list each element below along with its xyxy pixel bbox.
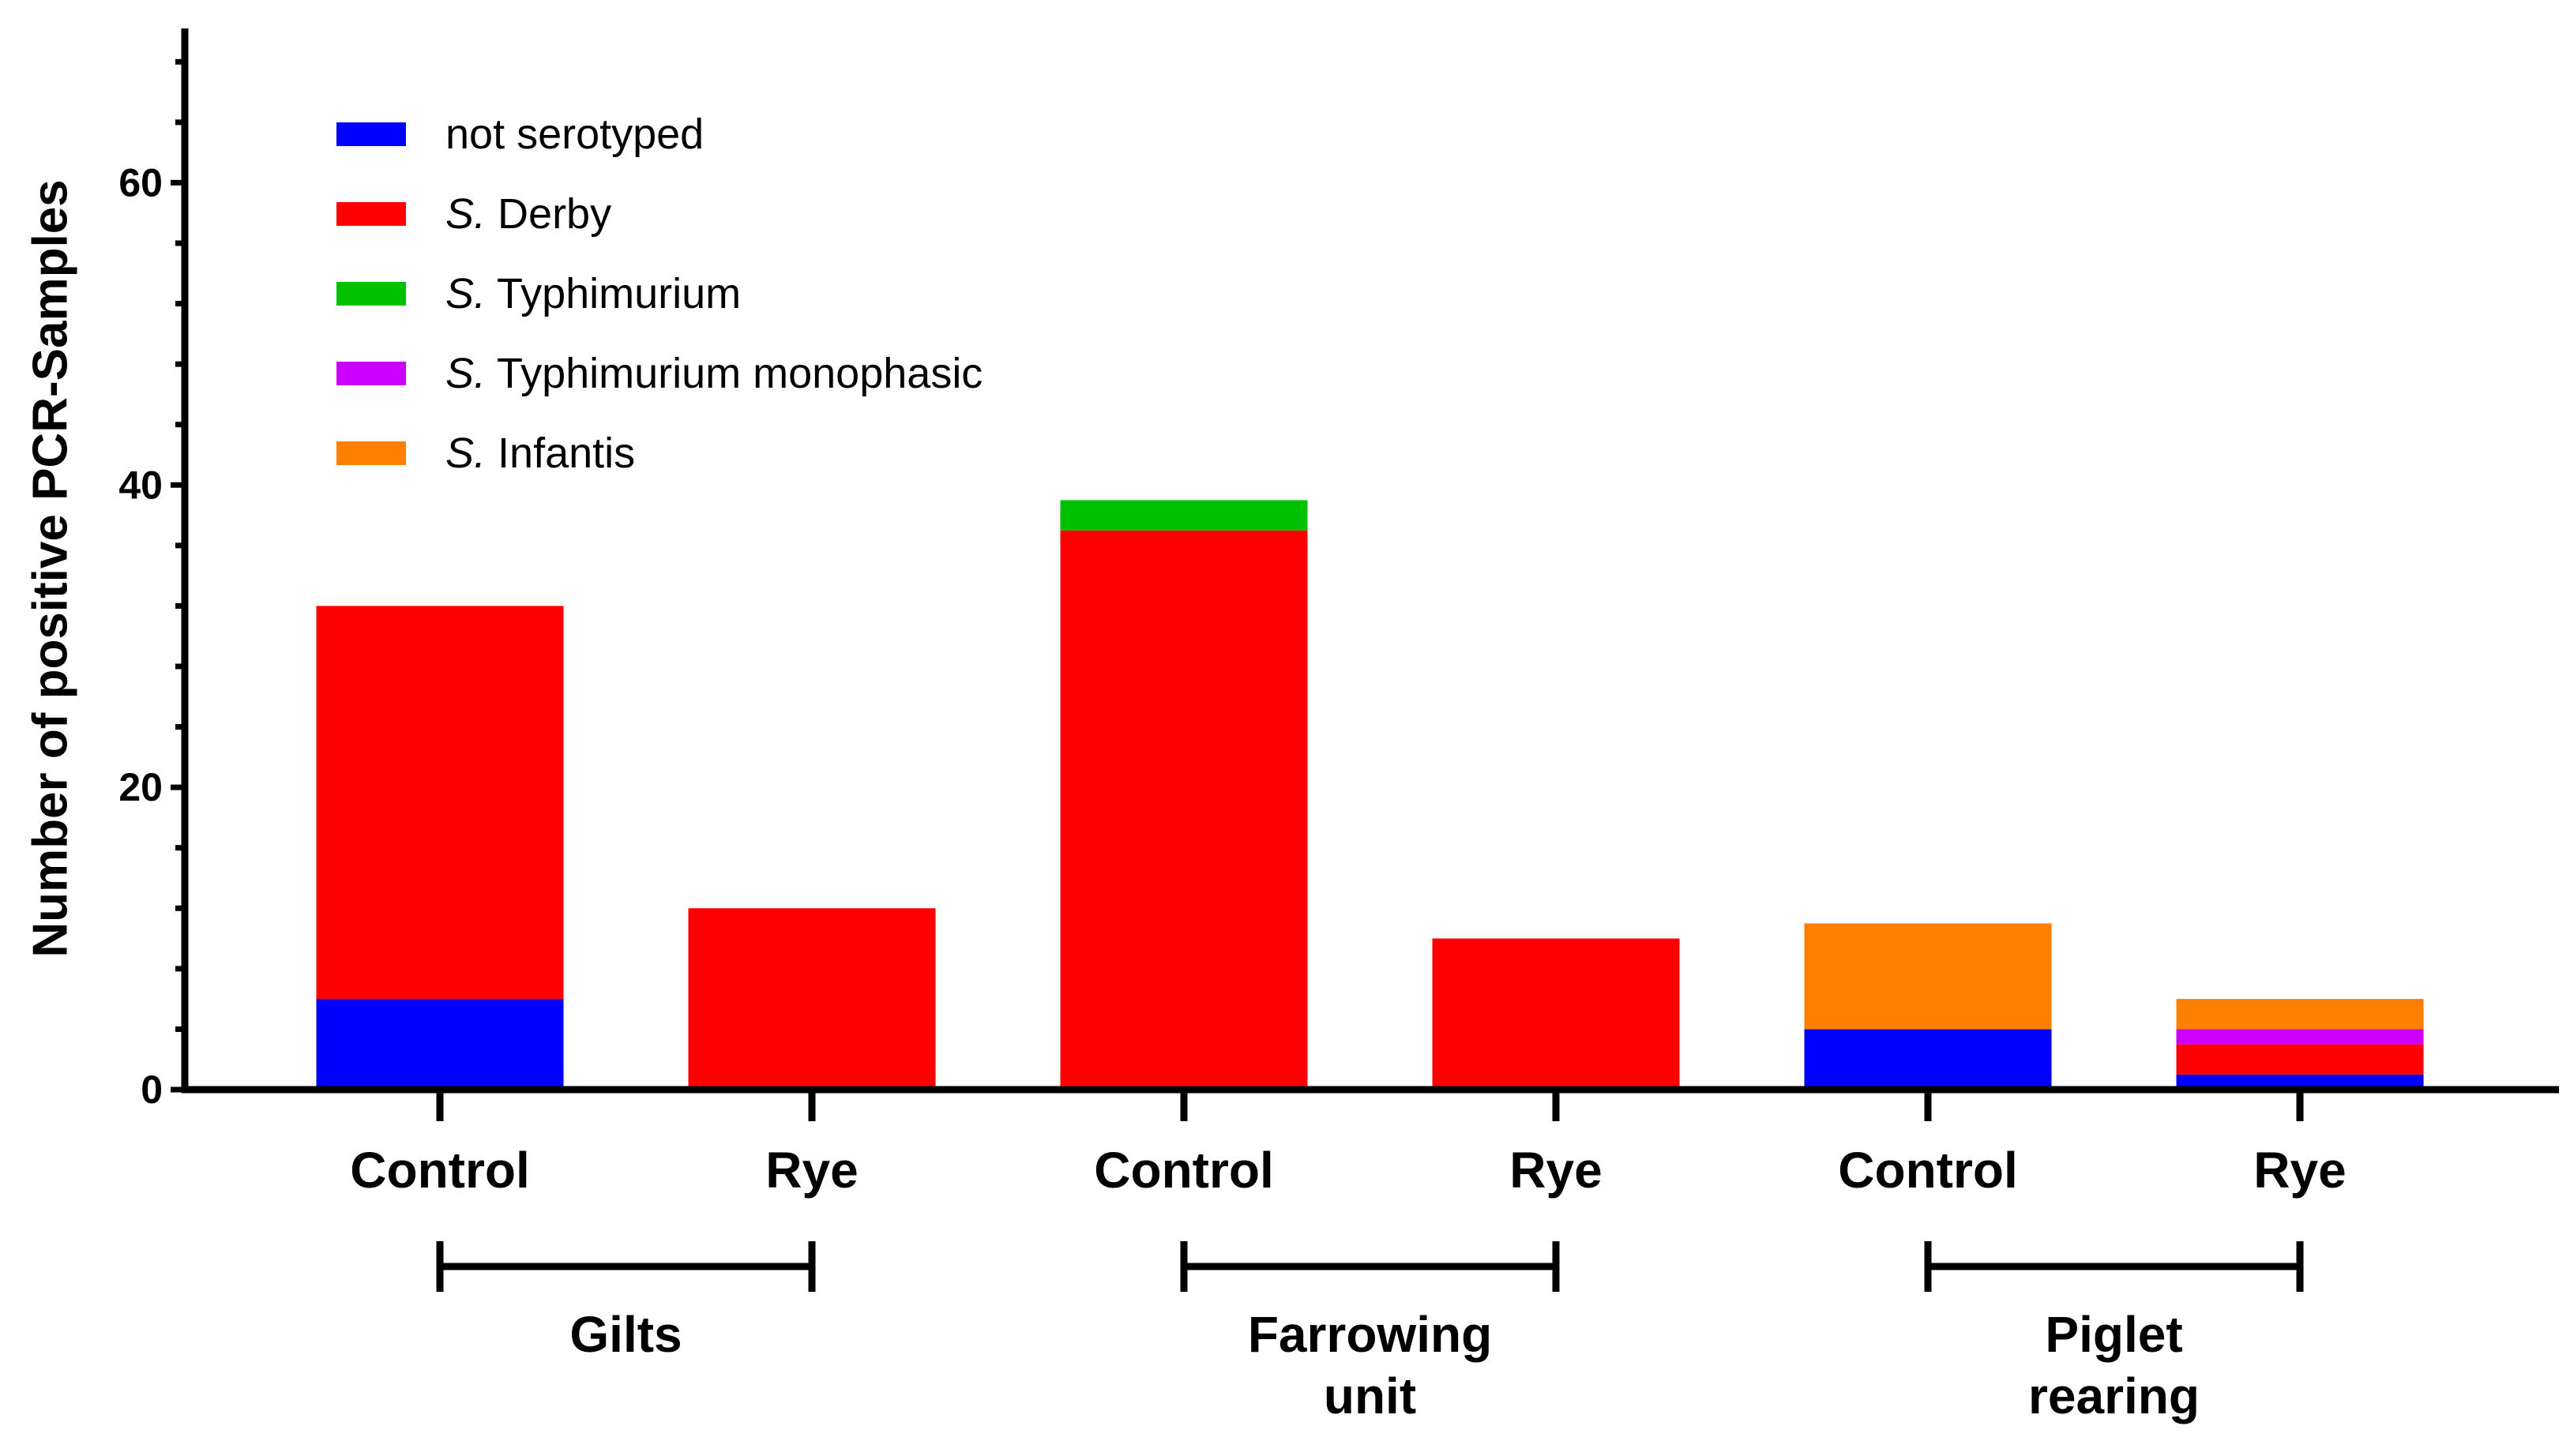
legend-entry: S. Infantis xyxy=(445,430,635,477)
x-category-label: Control xyxy=(350,1142,530,1199)
y-tick-label: 20 xyxy=(118,765,163,809)
bar-segment-0-0 xyxy=(316,999,564,1090)
bar-segment-5-1 xyxy=(2176,1044,2424,1075)
bar-segment-2-1 xyxy=(1060,530,1308,1090)
legend-swatch xyxy=(336,122,406,146)
x-category-label: Control xyxy=(1838,1142,2018,1199)
legend-swatch xyxy=(336,282,406,306)
legend-entry: not serotyped xyxy=(445,111,704,158)
bars-layer xyxy=(316,500,2424,1090)
x-labels-layer: Control Rye Control Rye Control Rye xyxy=(350,1142,2346,1199)
legend-swatch xyxy=(336,441,406,465)
bar-segment-4-0 xyxy=(1804,1029,2052,1090)
legend-entry: S. Typhimurium xyxy=(445,270,741,317)
x-category-label: Rye xyxy=(1509,1142,1602,1199)
bar-segment-4-4 xyxy=(1804,923,2052,1030)
y-axis-label-layer: Number of positive PCR-Samples xyxy=(24,179,78,957)
x-category-label: Control xyxy=(1094,1142,1274,1199)
group-label: Piglet rearing xyxy=(2028,1306,2200,1424)
legend-swatch xyxy=(336,202,406,226)
legend-entry: S. Typhimurium monophasic xyxy=(445,350,983,397)
x-category-label: Rye xyxy=(765,1142,858,1199)
y-axis-title: Number of positive PCR-Samples xyxy=(24,179,78,957)
bar-segment-1-1 xyxy=(688,908,936,1090)
legend-entry: S. Derby xyxy=(445,190,611,238)
bar-segment-5-3 xyxy=(2176,1029,2424,1045)
bar-segment-5-4 xyxy=(2176,999,2424,1030)
legend: not serotyped S. Derby S. Typhimurium S. Ty… xyxy=(336,111,983,477)
group-brackets-layer: Gilts Farrowing unit Piglet rearing xyxy=(436,1241,2304,1424)
group-label: Farrowing unit xyxy=(1248,1306,1492,1424)
bar-segment-2-2 xyxy=(1060,500,1308,531)
y-tick-label: 60 xyxy=(118,160,163,205)
axes-layer: 0 20 40 60 xyxy=(118,28,2559,1121)
bar-segment-3-1 xyxy=(1432,938,1680,1090)
bar-segment-0-1 xyxy=(316,606,564,1000)
bar-segment-5-0 xyxy=(2176,1074,2424,1090)
y-tick-label: 40 xyxy=(118,463,163,507)
legend-swatch xyxy=(336,362,406,385)
x-category-label: Rye xyxy=(2253,1142,2346,1199)
y-tick-label: 0 xyxy=(141,1068,163,1112)
group-label: Gilts xyxy=(569,1306,682,1363)
